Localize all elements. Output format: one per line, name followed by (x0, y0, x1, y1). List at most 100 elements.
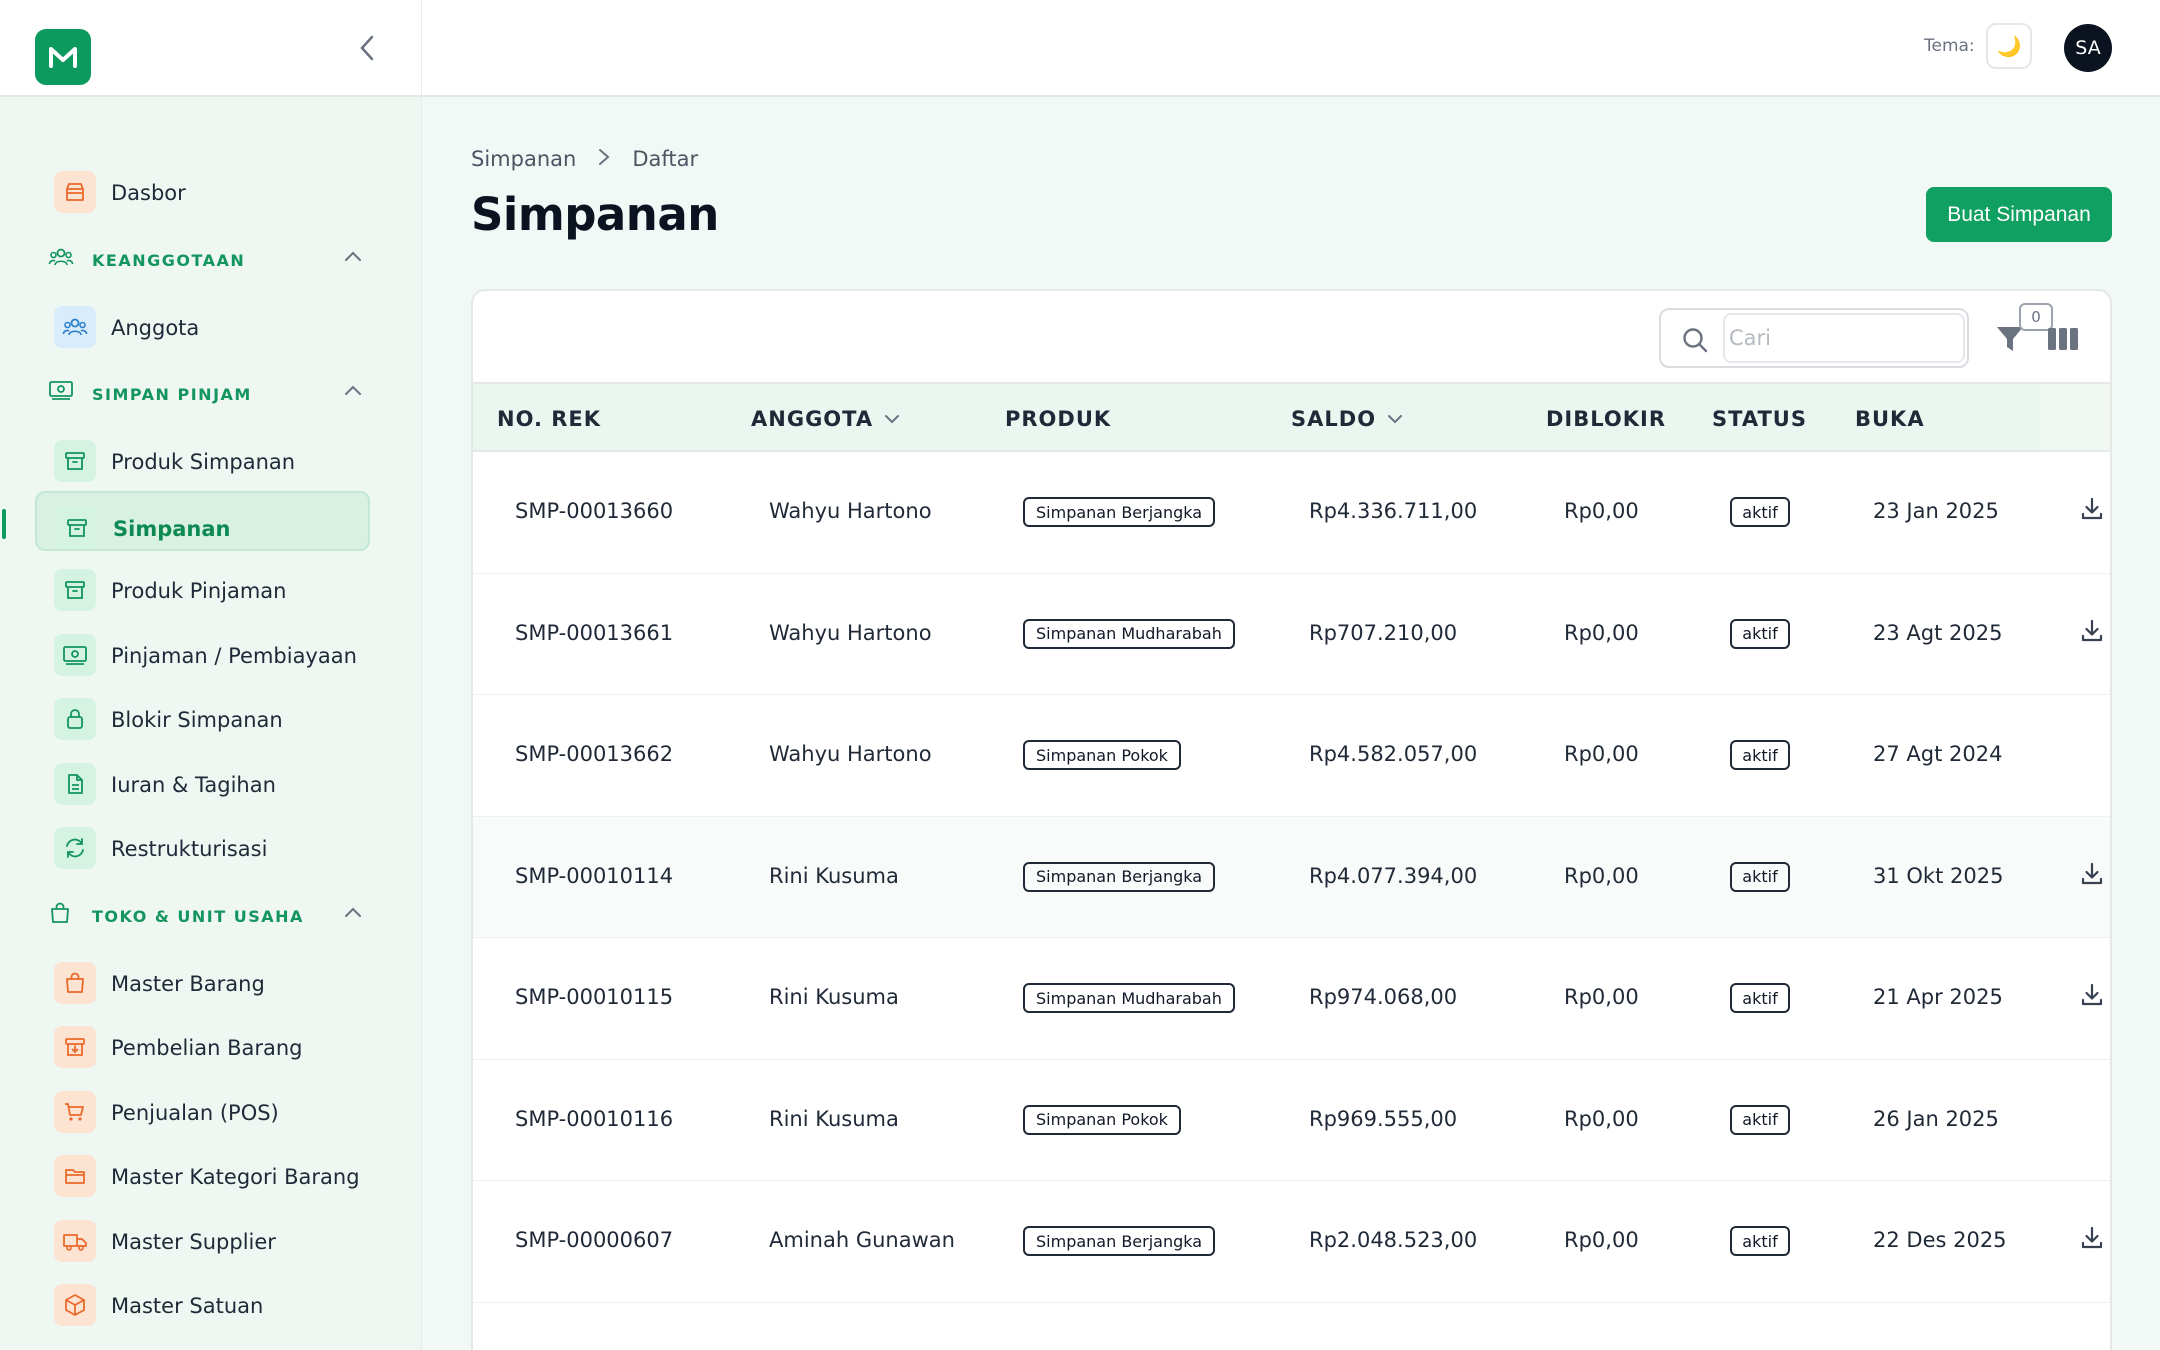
sidebar-section-toko-unit-usaha[interactable]: TOKO & UNIT USAHA (0, 878, 421, 948)
money-icon (48, 379, 78, 409)
sidebar-item-label: Anggota (111, 315, 200, 340)
column-saldo-label: SALDO (1291, 407, 1377, 431)
cell-no-rek: SMP-00010114 (515, 863, 674, 888)
status-badge: aktif (1730, 497, 1790, 527)
status-badge: aktif (1730, 1226, 1790, 1256)
download-icon[interactable] (2079, 618, 2105, 644)
truck-icon (54, 1219, 96, 1262)
theme-toggle-button[interactable]: 🌙 (1986, 23, 2032, 69)
download-icon[interactable] (2079, 982, 2105, 1008)
cell-saldo: Rp2.048.523,00 (1309, 1228, 1478, 1252)
column-anggota-label: ANGGOTA (751, 407, 874, 431)
column-anggota[interactable]: ANGGOTA (751, 407, 901, 431)
cell-no-rek: SMP-00013661 (515, 620, 674, 645)
sidebar-item-label: Master Kategori Barang (111, 1165, 360, 1189)
table-card: 0 NO. REK ANGGOTA PRODUK SALDO DIBLOKIR … (471, 289, 2112, 1350)
sidebar-item-label: Dasbor (111, 181, 186, 205)
download-icon[interactable] (2079, 1225, 2105, 1251)
logo-m-icon (49, 47, 77, 68)
table-row[interactable]: SMP-00010116 Rini Kusuma Simpanan Pokok Rp9… (473, 1060, 2110, 1181)
sidebar-item-label: Pembelian Barang (111, 1036, 303, 1060)
sort-chevron-down-icon (885, 415, 900, 424)
cell-anggota: Wahyu Hartono (769, 742, 932, 766)
cell-buka: 23 Agt 2025 (1873, 620, 2003, 645)
archive-icon (54, 440, 96, 482)
sidebar-item-produk-pinjaman[interactable]: Produk Pinjaman (35, 555, 370, 615)
product-badge: Simpanan Berjangka (1023, 497, 1216, 527)
table-row[interactable]: SMP-00000607 Aminah Gunawan Simpanan Berja… (473, 1181, 2110, 1303)
sidebar-item-blokir-simpanan[interactable]: Blokir Simpanan (35, 684, 370, 744)
sidebar-item-restrukturisasi[interactable]: Restrukturisasi (35, 813, 370, 873)
sidebar-header (0, 0, 421, 97)
table-header: NO. REK ANGGOTA PRODUK SALDO DIBLOKIR ST… (473, 384, 2110, 452)
table-row[interactable]: SMP-00010115 Rini Kusuma Simpanan Mudharab… (473, 938, 2110, 1060)
sort-chevron-down-icon (1388, 415, 1403, 424)
column-status: STATUS (1712, 407, 1807, 431)
cell-anggota: Wahyu Hartono (769, 620, 932, 645)
sidebar-item-pembelian-barang[interactable]: Pembelian Barang (35, 1012, 370, 1072)
search-input[interactable] (1723, 313, 1965, 363)
sidebar-section-simpan-pinjam[interactable]: SIMPAN PINJAM (0, 356, 421, 426)
table-row[interactable]: SMP-00013660 Wahyu Hartono Simpanan Berjan… (473, 452, 2110, 574)
sidebar-item-label: Produk Pinjaman (111, 579, 287, 603)
table-row[interactable]: SMP-00013662 Wahyu Hartono Simpanan Pokok R… (473, 695, 2110, 817)
cart-icon (54, 1090, 96, 1133)
search-box (1659, 308, 1969, 368)
download-icon[interactable] (2079, 861, 2105, 887)
cell-diblokir: Rp0,00 (1564, 742, 1639, 766)
create-simpanan-button[interactable]: Buat Simpanan (1926, 187, 2112, 242)
sidebar-item-produk-simpanan[interactable]: Produk Simpanan (35, 426, 370, 486)
sidebar-item-anggota[interactable]: Anggota (35, 292, 370, 352)
product-badge: Simpanan Berjangka (1023, 1226, 1216, 1256)
sidebar-item-master-satuan[interactable]: Master Satuan (35, 1270, 370, 1330)
sidebar-item-label: Master Barang (111, 971, 265, 996)
chevron-up-icon[interactable] (342, 246, 364, 268)
sidebar-section-keanggotaan[interactable]: KEANGGOTAAN (0, 222, 421, 292)
product-badge: Simpanan Mudharabah (1023, 983, 1235, 1013)
sidebar-item-dasbor[interactable]: Dasbor (35, 157, 370, 217)
cell-saldo: Rp4.077.394,00 (1309, 863, 1478, 888)
sidebar-item-master-supplier[interactable]: Master Supplier (35, 1206, 370, 1266)
table-row[interactable]: SMP-00010114 Rini Kusuma Simpanan Berjangk… (473, 816, 2110, 938)
sidebar-item-label: Produk Simpanan (111, 450, 296, 474)
sidebar-item-iuran-tagihan[interactable]: Iuran & Tagihan (35, 749, 370, 809)
lock-icon (54, 698, 96, 740)
cell-no-rek: SMP-00013660 (515, 499, 674, 523)
money-icon (54, 633, 96, 676)
cell-diblokir: Rp0,00 (1564, 1106, 1639, 1131)
cell-saldo: Rp969.555,00 (1309, 1106, 1458, 1131)
chevron-up-icon[interactable] (342, 380, 364, 402)
sidebar-item-penjualan-pos[interactable]: Penjualan (POS) (35, 1077, 370, 1137)
sidebar-item-label: Pinjaman / Pembiayaan (111, 643, 357, 668)
cell-no-rek: SMP-00010116 (515, 1106, 674, 1131)
breadcrumb-item-simpanan[interactable]: Simpanan (471, 147, 577, 171)
sidebar-item-simpanan[interactable]: Simpanan (2, 490, 370, 551)
cell-diblokir: Rp0,00 (1564, 1228, 1639, 1252)
table-row[interactable]: SMP-00013661 Wahyu Hartono Simpanan Mudhar… (473, 574, 2110, 695)
archive-icon (56, 506, 98, 549)
download-icon[interactable] (2079, 496, 2105, 522)
cell-anggota: Rini Kusuma (769, 985, 899, 1009)
status-badge: aktif (1730, 740, 1790, 770)
sidebar-item-master-barang[interactable]: Master Barang (35, 948, 370, 1008)
theme-label: Tema: (1924, 36, 1975, 56)
column-produk: PRODUK (1005, 407, 1112, 431)
folder-icon (54, 1155, 96, 1197)
page-title: Simpanan (471, 188, 719, 241)
cell-saldo: Rp4.582.057,00 (1309, 742, 1478, 766)
chevron-up-icon[interactable] (342, 902, 364, 924)
cell-buka: 31 Okt 2025 (1873, 863, 2004, 888)
collapse-sidebar-button[interactable] (352, 30, 382, 66)
app-logo[interactable] (35, 29, 91, 85)
column-saldo[interactable]: SALDO (1291, 407, 1404, 431)
cell-diblokir: Rp0,00 (1564, 499, 1639, 523)
columns-icon[interactable] (2047, 324, 2079, 352)
sidebar-item-pinjaman-pembiayaan[interactable]: Pinjaman / Pembiayaan (35, 620, 370, 680)
users-icon (54, 305, 96, 348)
cell-no-rek: SMP-00000607 (515, 1228, 674, 1252)
filter-icon[interactable] (1995, 321, 2025, 357)
sidebar-item-label: Penjualan (POS) (111, 1100, 279, 1125)
sidebar-item-master-kategori-barang[interactable]: Master Kategori Barang (35, 1141, 370, 1201)
user-avatar[interactable]: SA (2064, 24, 2112, 72)
table-toolbar: 0 (473, 291, 2110, 384)
